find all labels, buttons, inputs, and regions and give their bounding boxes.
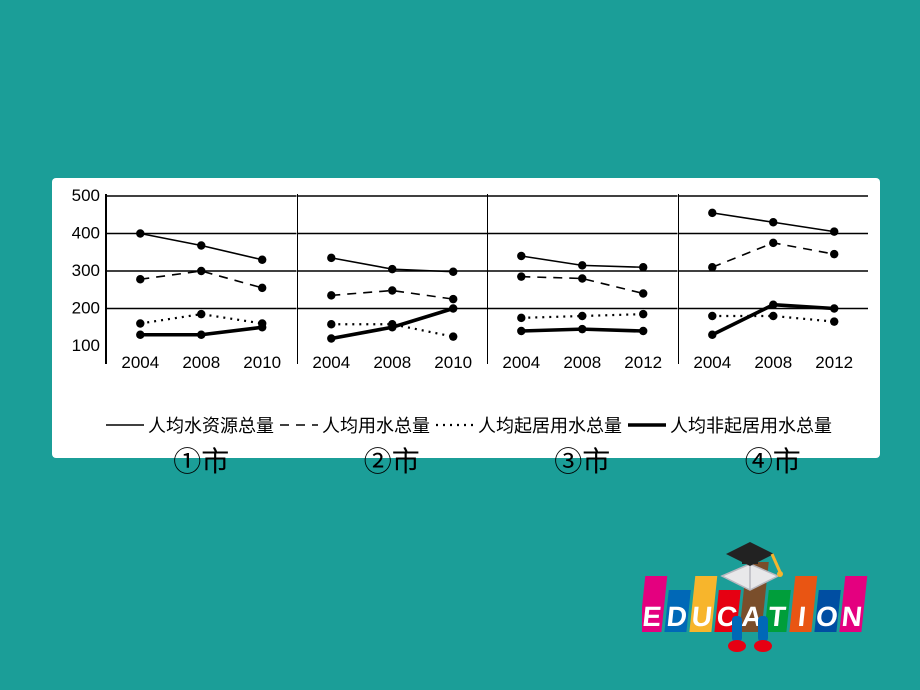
legend-label: 人均水资源总量 — [148, 412, 274, 438]
data-point — [578, 325, 586, 333]
data-point — [639, 310, 647, 318]
legend-item: 人均用水总量 — [280, 412, 430, 438]
data-point — [258, 256, 266, 264]
panel-city2: 2004 2008 2010 — [297, 188, 488, 408]
mascot-leg — [732, 616, 742, 642]
data-point — [708, 263, 716, 271]
mascot-letter: U — [690, 601, 713, 632]
chart-legend: 人均水资源总量 人均用水总量 人均起居用水总量 人均非起居用水总量 — [64, 408, 868, 440]
data-point — [639, 327, 647, 335]
data-point — [517, 272, 525, 280]
data-point — [449, 332, 457, 340]
y-tick-label: 100 — [72, 336, 100, 355]
x-tick-label: 2008 — [182, 353, 220, 372]
data-point — [136, 229, 144, 237]
data-point — [769, 218, 777, 226]
y-tick-label: 500 — [72, 188, 100, 205]
data-point — [449, 304, 457, 312]
education-mascot: EDUCATION — [642, 512, 892, 672]
data-point — [517, 327, 525, 335]
data-point — [578, 312, 586, 320]
city-label: ②市 — [297, 440, 488, 480]
data-point — [327, 254, 335, 262]
chart-container: 1002003004005002004200820102004200820102… — [52, 178, 880, 458]
data-point — [388, 265, 396, 273]
data-point — [517, 314, 525, 322]
data-point — [449, 295, 457, 303]
x-tick-label: 2004 — [502, 353, 540, 372]
x-tick-label: 2012 — [624, 353, 662, 372]
x-tick-label: 2010 — [243, 353, 281, 372]
data-point — [388, 323, 396, 331]
data-point — [708, 209, 716, 217]
data-point — [708, 312, 716, 320]
data-point — [327, 291, 335, 299]
data-point — [830, 304, 838, 312]
legend-label: 人均非起居用水总量 — [670, 412, 832, 438]
data-point — [769, 312, 777, 320]
data-point — [769, 239, 777, 247]
slide-background: 1002003004005002004200820102004200820102… — [0, 0, 920, 690]
city-label: ①市 — [106, 440, 297, 480]
data-point — [388, 286, 396, 294]
x-tick-label: 2004 — [693, 353, 731, 372]
data-point — [197, 241, 205, 249]
legend-item: 人均水资源总量 — [106, 412, 274, 438]
data-point — [136, 331, 144, 339]
x-tick-label: 2004 — [121, 353, 159, 372]
y-tick-label: 400 — [72, 224, 100, 243]
data-point — [136, 319, 144, 327]
data-point — [197, 310, 205, 318]
y-tick-label: 300 — [72, 261, 100, 280]
tassel-icon — [772, 554, 780, 572]
panel-city4: 2004 2008 2012 — [678, 188, 869, 408]
x-tick-label: 2010 — [434, 353, 472, 372]
data-point — [327, 334, 335, 342]
x-tick-label: 2008 — [563, 353, 601, 372]
mascot-letter: E — [642, 601, 663, 632]
data-point — [197, 267, 205, 275]
data-point — [258, 323, 266, 331]
mascot-letter: O — [815, 601, 840, 632]
mascot-leg — [758, 616, 768, 642]
city-label: ④市 — [678, 440, 869, 480]
data-point — [830, 250, 838, 258]
data-point — [639, 289, 647, 297]
data-point — [578, 261, 586, 269]
legend-label: 人均起居用水总量 — [478, 412, 622, 438]
mascot-letter: N — [840, 601, 863, 632]
data-point — [258, 284, 266, 292]
city-labels-row: ①市②市③市④市 — [64, 440, 868, 480]
chart-panels: 1002003004005002004200820102004200820102… — [64, 188, 868, 408]
data-point — [708, 331, 716, 339]
legend-item: 人均非起居用水总量 — [628, 412, 832, 438]
data-point — [578, 274, 586, 282]
data-point — [769, 301, 777, 309]
city-label: ③市 — [487, 440, 678, 480]
mascot-shoe — [754, 640, 772, 652]
data-point — [327, 320, 335, 328]
data-point — [136, 275, 144, 283]
data-point — [197, 331, 205, 339]
data-point — [830, 317, 838, 325]
x-tick-label: 2004 — [312, 353, 350, 372]
data-point — [830, 227, 838, 235]
x-tick-label: 2012 — [815, 353, 853, 372]
y-tick-label: 200 — [72, 299, 100, 318]
panel-city1: 100 200 300 400 500 2004 2008 2010 — [64, 188, 297, 408]
x-tick-label: 2008 — [754, 353, 792, 372]
legend-label: 人均用水总量 — [322, 412, 430, 438]
legend-item: 人均起居用水总量 — [436, 412, 622, 438]
x-tick-label: 2008 — [373, 353, 411, 372]
data-point — [449, 268, 457, 276]
panel-city3: 2004 2008 2012 — [487, 188, 678, 408]
data-point — [639, 263, 647, 271]
mascot-letter: T — [767, 601, 787, 632]
data-point — [517, 252, 525, 260]
mascot-letter: D — [665, 601, 688, 632]
mascot-shoe — [728, 640, 746, 652]
